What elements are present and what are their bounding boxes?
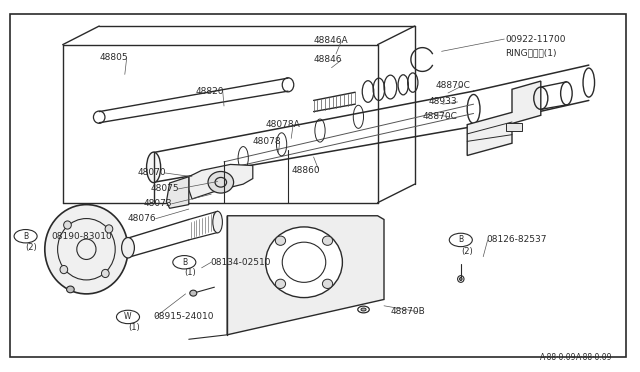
Text: 48870B: 48870B (390, 307, 425, 316)
Text: 48846A: 48846A (314, 36, 348, 45)
Ellipse shape (323, 236, 333, 246)
Text: (2): (2) (461, 247, 472, 256)
Ellipse shape (147, 152, 161, 183)
Ellipse shape (266, 227, 342, 298)
Text: 48846: 48846 (314, 55, 342, 64)
Text: 48870C: 48870C (435, 81, 470, 90)
Ellipse shape (460, 278, 462, 280)
Text: B: B (182, 258, 187, 267)
Text: 48805: 48805 (99, 53, 128, 62)
Polygon shape (189, 164, 253, 199)
Text: 48070: 48070 (138, 169, 166, 177)
Text: RINGリング(1): RINGリング(1) (506, 48, 557, 57)
Text: 08915-24010: 08915-24010 (154, 312, 214, 321)
Polygon shape (227, 216, 384, 335)
Ellipse shape (122, 238, 134, 258)
Text: 48078A: 48078A (266, 120, 300, 129)
Ellipse shape (212, 211, 223, 233)
Text: 48075: 48075 (150, 184, 179, 193)
Ellipse shape (361, 308, 366, 311)
Text: 08190-83010: 08190-83010 (51, 232, 112, 241)
Ellipse shape (45, 205, 128, 294)
Ellipse shape (275, 279, 285, 288)
Text: A·88·0.09: A·88·0.09 (540, 353, 576, 362)
Text: 00922-11700: 00922-11700 (506, 35, 566, 44)
Text: 48870C: 48870C (422, 112, 457, 121)
Polygon shape (467, 81, 541, 155)
Text: (1): (1) (184, 268, 196, 277)
Text: 48078: 48078 (253, 137, 282, 146)
Text: 48860: 48860 (291, 166, 320, 174)
Ellipse shape (60, 266, 68, 274)
Text: (1): (1) (128, 323, 140, 332)
Text: 08126-82537: 08126-82537 (486, 235, 547, 244)
Ellipse shape (208, 171, 234, 193)
Text: A·88·0.09: A·88·0.09 (576, 353, 612, 362)
Ellipse shape (105, 225, 113, 233)
Text: 48820: 48820 (195, 87, 224, 96)
Bar (506, 123, 522, 131)
Text: 48073: 48073 (144, 199, 173, 208)
Ellipse shape (189, 290, 197, 296)
Ellipse shape (323, 279, 333, 288)
Text: 08134-02510: 08134-02510 (210, 258, 271, 267)
Text: B: B (458, 235, 463, 244)
Polygon shape (166, 177, 189, 208)
Text: (2): (2) (26, 243, 37, 252)
Text: 48933: 48933 (429, 97, 458, 106)
Ellipse shape (63, 221, 71, 229)
Ellipse shape (67, 286, 74, 293)
Text: W: W (124, 312, 132, 321)
Text: B: B (23, 232, 28, 241)
Ellipse shape (275, 236, 285, 246)
Ellipse shape (102, 269, 109, 278)
Text: 48076: 48076 (128, 214, 157, 223)
